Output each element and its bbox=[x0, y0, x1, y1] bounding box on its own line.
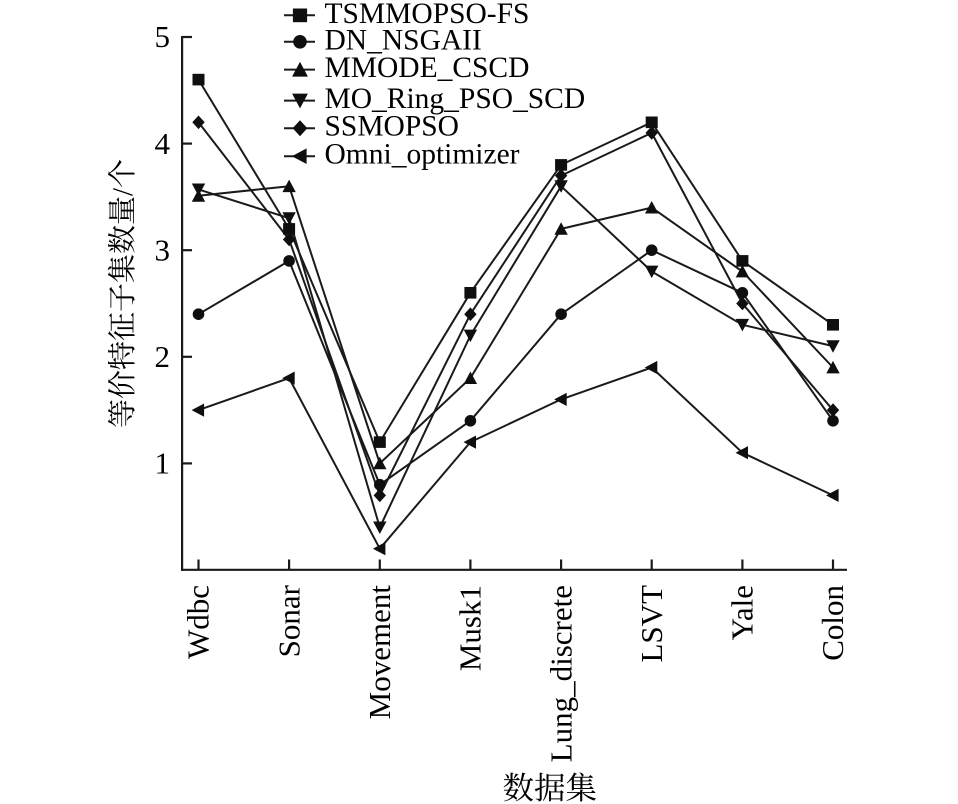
svg-text:Sonar: Sonar bbox=[271, 584, 306, 657]
svg-text:Yale: Yale bbox=[725, 585, 760, 640]
svg-text:Musk1: Musk1 bbox=[453, 585, 488, 671]
svg-text:Wdbc: Wdbc bbox=[181, 585, 216, 659]
svg-text:DN_NSGAII: DN_NSGAII bbox=[325, 24, 482, 56]
svg-text:2: 2 bbox=[155, 339, 171, 374]
svg-text:MMODE_CSCD: MMODE_CSCD bbox=[325, 52, 530, 84]
svg-text:1: 1 bbox=[155, 446, 171, 481]
svg-text:MO_Ring_PSO_SCD: MO_Ring_PSO_SCD bbox=[325, 83, 586, 115]
svg-text:3: 3 bbox=[155, 232, 171, 267]
svg-text:LSVT: LSVT bbox=[634, 585, 669, 663]
svg-text:Lung_discrete: Lung_discrete bbox=[543, 585, 578, 762]
svg-text:Colon: Colon bbox=[815, 585, 850, 661]
svg-text:Omni_optimizer: Omni_optimizer bbox=[325, 139, 520, 171]
svg-text:SSMOPSO: SSMOPSO bbox=[325, 111, 459, 143]
svg-text:Movement: Movement bbox=[362, 585, 397, 720]
svg-text:5: 5 bbox=[155, 19, 171, 54]
svg-text:TSMMOPSO-FS: TSMMOPSO-FS bbox=[325, 0, 530, 30]
svg-text:4: 4 bbox=[155, 126, 171, 161]
